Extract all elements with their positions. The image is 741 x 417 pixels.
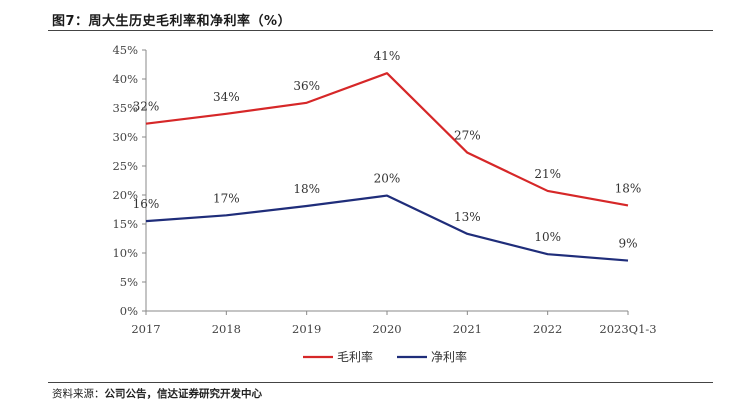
x-tick-label: 2022 <box>533 322 562 336</box>
y-tick-label: 20% <box>112 188 138 202</box>
x-tick-label: 2023Q1-3 <box>599 322 656 336</box>
y-tick-label: 30% <box>112 130 138 144</box>
source-note: 资料来源：公司公告，信达证券研究开发中心 <box>52 386 262 401</box>
data-label: 17% <box>213 191 240 205</box>
x-tick-label: 2017 <box>131 322 160 336</box>
series-line-1 <box>145 72 629 207</box>
y-tick-label: 35% <box>112 101 138 115</box>
series-line-2 <box>145 194 629 262</box>
y-tick-label: 45% <box>112 43 138 57</box>
y-tick-label: 0% <box>120 304 138 318</box>
y-tick-label: 40% <box>112 72 138 86</box>
line-chart: 0% 5% 10% 15% 20% 25% 30% 35% 40% 45% 2017 2018 2019… <box>112 43 656 364</box>
source-text: 公司公告，信达证券研究开发中心 <box>104 388 263 400</box>
data-label: 36% <box>293 79 320 93</box>
data-label: 32% <box>133 100 160 114</box>
y-tick-label: 15% <box>112 217 138 231</box>
figure-title: 图7：周大生历史毛利率和净利率（%） <box>52 14 292 29</box>
x-tick-label: 2018 <box>212 322 241 336</box>
data-label: 18% <box>615 181 642 195</box>
data-label: 10% <box>534 230 561 244</box>
legend-label-1: 毛利率 <box>337 349 373 364</box>
legend-label-2: 净利率 <box>431 349 467 364</box>
data-label: 13% <box>454 210 481 224</box>
data-label: 9% <box>618 237 637 251</box>
data-label: 41% <box>374 49 401 63</box>
y-tick-label: 10% <box>112 246 138 260</box>
y-tick-label: 5% <box>120 275 138 289</box>
data-label: 21% <box>534 167 561 181</box>
data-label: 16% <box>133 197 160 211</box>
x-tick-label: 2019 <box>292 322 321 336</box>
source-label: 资料来源： <box>52 388 105 400</box>
x-tick-label: 2021 <box>453 322 482 336</box>
data-label: 18% <box>293 182 320 196</box>
data-label: 27% <box>454 129 481 143</box>
title-divider <box>48 30 713 31</box>
data-label: 20% <box>374 172 401 186</box>
x-tick-label: 2020 <box>372 322 401 336</box>
source-divider <box>48 382 713 383</box>
data-label: 34% <box>213 90 240 104</box>
y-tick-label: 25% <box>112 159 138 173</box>
